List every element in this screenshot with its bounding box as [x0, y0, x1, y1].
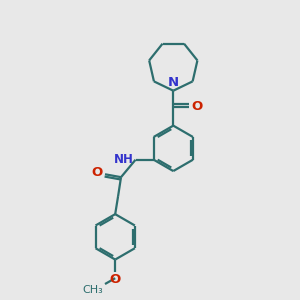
Text: O: O: [191, 100, 203, 113]
Text: NH: NH: [114, 153, 134, 166]
Text: O: O: [92, 166, 103, 179]
Text: N: N: [168, 76, 179, 89]
Text: CH₃: CH₃: [82, 286, 103, 296]
Text: O: O: [110, 273, 121, 286]
